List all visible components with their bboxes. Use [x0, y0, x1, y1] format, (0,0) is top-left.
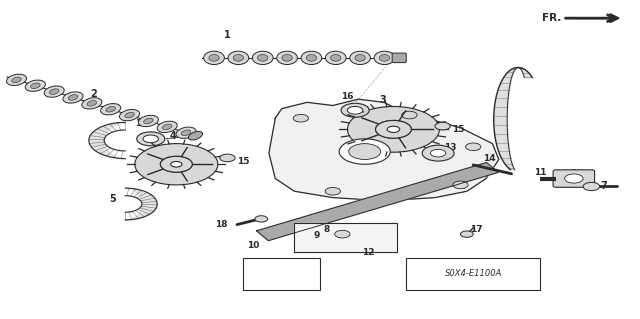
Text: 10: 10	[247, 241, 259, 250]
Text: FR.: FR.	[542, 13, 561, 23]
Circle shape	[341, 103, 369, 117]
Text: 16: 16	[135, 119, 147, 128]
Circle shape	[143, 135, 159, 143]
Ellipse shape	[282, 55, 292, 61]
Circle shape	[293, 115, 308, 122]
Ellipse shape	[252, 51, 273, 64]
Ellipse shape	[6, 74, 27, 85]
Ellipse shape	[204, 51, 225, 64]
Ellipse shape	[380, 55, 390, 61]
Ellipse shape	[106, 107, 115, 112]
Ellipse shape	[188, 131, 202, 140]
Text: 16: 16	[341, 92, 354, 101]
Ellipse shape	[125, 112, 134, 118]
Circle shape	[466, 143, 481, 151]
Ellipse shape	[138, 115, 159, 127]
Ellipse shape	[63, 92, 83, 103]
Ellipse shape	[233, 55, 244, 61]
Ellipse shape	[209, 55, 220, 61]
Text: 9: 9	[314, 232, 320, 241]
Circle shape	[161, 156, 192, 172]
Circle shape	[137, 132, 165, 146]
Text: 15: 15	[452, 125, 465, 134]
Ellipse shape	[49, 89, 59, 94]
Ellipse shape	[82, 98, 102, 109]
Circle shape	[387, 126, 400, 132]
Ellipse shape	[143, 118, 153, 124]
Circle shape	[339, 139, 390, 164]
Text: 11: 11	[534, 168, 547, 177]
Ellipse shape	[25, 80, 45, 91]
Text: 14: 14	[483, 154, 495, 163]
Circle shape	[564, 174, 583, 183]
Text: 4: 4	[170, 131, 177, 141]
Circle shape	[435, 122, 451, 130]
Text: 7: 7	[601, 181, 607, 191]
Text: 15: 15	[237, 157, 250, 166]
Circle shape	[348, 107, 363, 114]
Circle shape	[583, 182, 600, 191]
Ellipse shape	[355, 55, 365, 61]
Circle shape	[335, 230, 350, 238]
Circle shape	[376, 121, 412, 138]
Ellipse shape	[331, 55, 341, 61]
Ellipse shape	[157, 121, 177, 132]
Ellipse shape	[31, 83, 40, 88]
Text: 17: 17	[470, 225, 483, 234]
Ellipse shape	[181, 130, 191, 136]
Circle shape	[255, 216, 268, 222]
Ellipse shape	[301, 51, 322, 64]
Ellipse shape	[12, 77, 21, 83]
Circle shape	[220, 154, 235, 162]
Ellipse shape	[176, 127, 196, 138]
Text: 1: 1	[224, 30, 231, 41]
FancyBboxPatch shape	[392, 53, 406, 63]
Text: 2: 2	[90, 89, 97, 99]
Ellipse shape	[325, 51, 346, 64]
Ellipse shape	[68, 95, 77, 100]
Ellipse shape	[307, 55, 317, 61]
Ellipse shape	[87, 100, 97, 106]
Ellipse shape	[44, 86, 64, 97]
Ellipse shape	[228, 51, 249, 64]
Text: 8: 8	[323, 225, 330, 234]
Ellipse shape	[374, 51, 395, 64]
Text: S0X4-E1100A: S0X4-E1100A	[445, 269, 502, 278]
Circle shape	[431, 149, 446, 157]
Circle shape	[461, 231, 473, 237]
Ellipse shape	[100, 104, 121, 115]
Circle shape	[422, 145, 454, 161]
Circle shape	[402, 111, 417, 119]
Ellipse shape	[163, 124, 172, 130]
Text: 12: 12	[362, 249, 374, 257]
Polygon shape	[257, 163, 499, 241]
Text: 18: 18	[215, 220, 227, 229]
Ellipse shape	[257, 55, 268, 61]
Ellipse shape	[120, 109, 140, 121]
Circle shape	[171, 161, 182, 167]
Ellipse shape	[276, 51, 298, 64]
Text: 5: 5	[109, 194, 116, 204]
Polygon shape	[294, 223, 397, 252]
Ellipse shape	[350, 51, 371, 64]
Text: 3: 3	[380, 95, 386, 105]
Circle shape	[325, 188, 340, 195]
Circle shape	[349, 144, 381, 160]
Circle shape	[453, 181, 468, 189]
Text: 6: 6	[569, 168, 575, 179]
Text: 13: 13	[445, 143, 457, 152]
Polygon shape	[269, 99, 499, 201]
FancyBboxPatch shape	[553, 170, 595, 187]
